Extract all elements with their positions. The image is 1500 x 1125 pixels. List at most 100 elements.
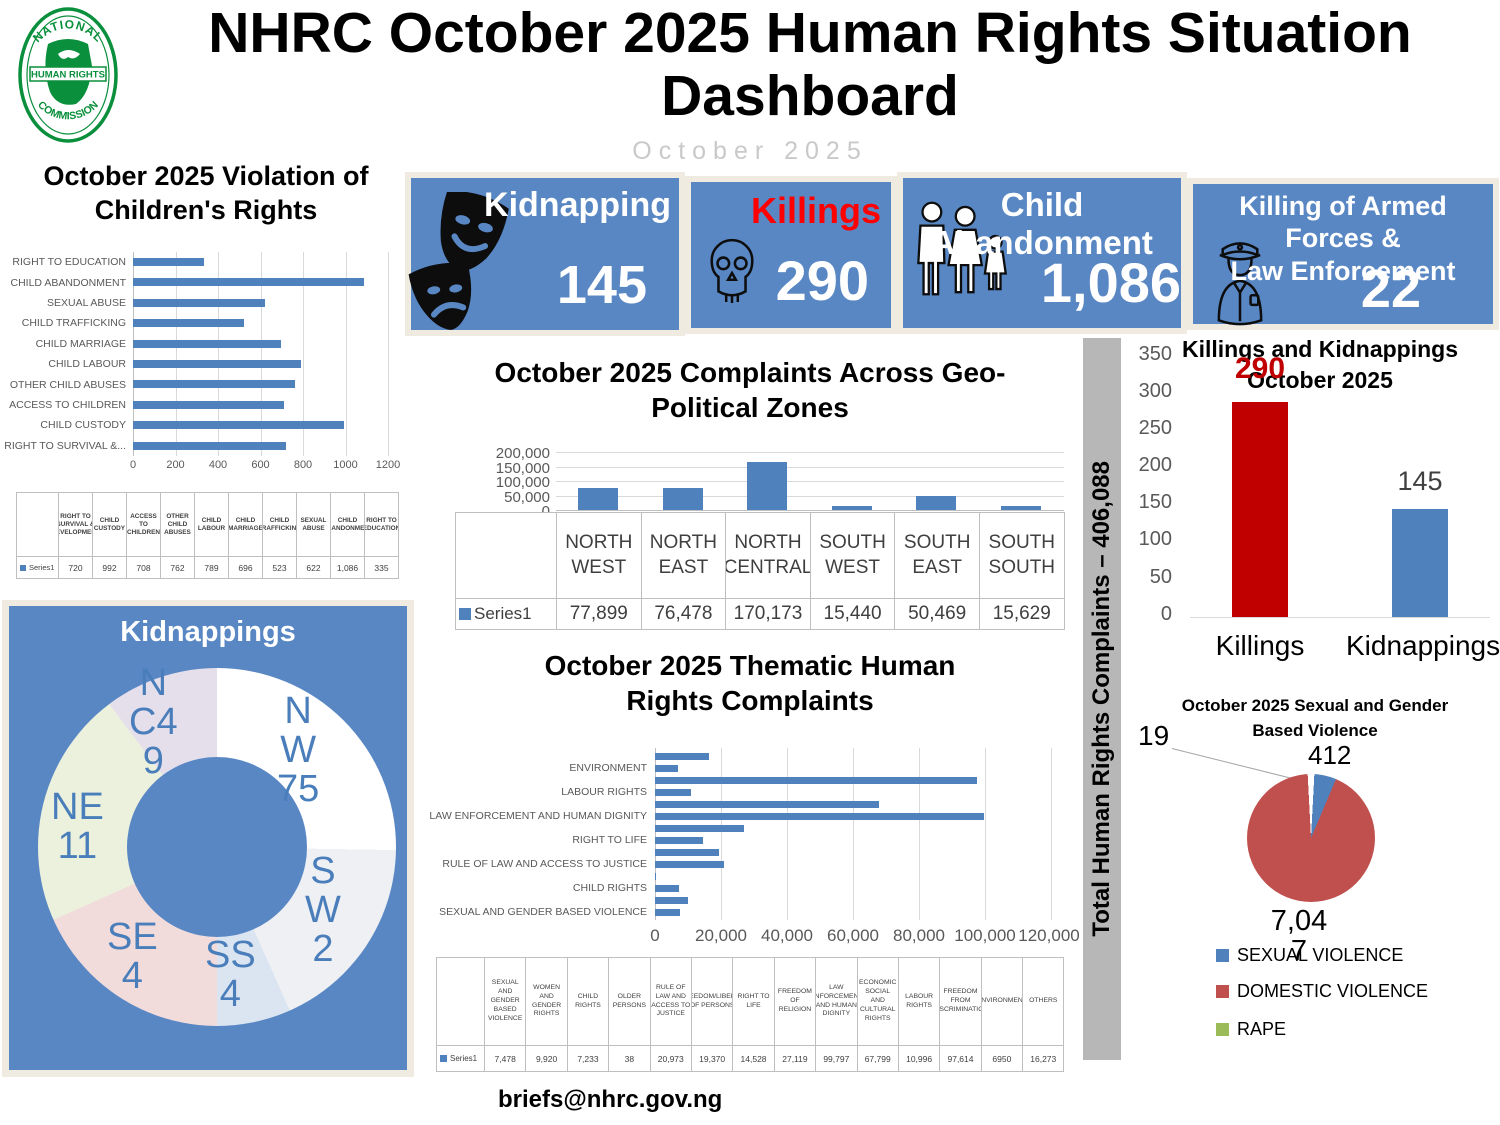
kidnappings-donut-title: Kidnappings — [120, 616, 296, 648]
category-label: OTHER CHILD ABUSES — [9, 378, 126, 391]
bar — [655, 848, 719, 856]
chart-row: CHILD TRAFFICKING — [22, 313, 389, 333]
geo-chart-title: October 2025 Complaints Across Geo- Poli… — [494, 357, 1006, 423]
category-label: CHILD LABOUR — [48, 358, 126, 371]
bar — [133, 359, 301, 368]
card-child-abandonment: Child Abandonment 1,086 — [897, 172, 1187, 334]
card-armed-forces-label: Killing of Armed Forces & Law Enforcemen… — [1230, 191, 1456, 286]
chart-row: OTHER CHILD ABUSES — [10, 374, 389, 394]
geo-chart — [556, 452, 1064, 511]
donut-label-ne: NE 11 — [51, 786, 104, 867]
axis-line — [133, 252, 134, 456]
page-title-line1: NHRC October 2025 Human Rights Situation — [208, 1, 1412, 65]
donut-label-nw: N W 75 — [277, 690, 320, 810]
category-label: CHILD CUSTODY — [40, 419, 126, 432]
bar-north-east — [663, 488, 703, 510]
thematic-chart: ENVIRONMENT LABOUR RIGHTS LAW ENFORCEMEN… — [429, 748, 1052, 920]
total-complaints-bar: Total Human Rights Complaints – 406,088 — [1083, 338, 1121, 1060]
bar-killings — [1232, 401, 1288, 617]
page-title: NHRC October 2025 Human Rights Situation… — [130, 2, 1490, 127]
bar-south-east — [916, 495, 956, 510]
children-chart-title: October 2025 Violation of Children's Rig… — [43, 161, 369, 225]
legend-marker-icon — [1216, 985, 1229, 998]
donut-label-sw: S W 2 — [305, 850, 341, 970]
bar — [133, 298, 266, 307]
category-label: RIGHT TO SURVIVAL &... — [4, 439, 126, 452]
chart-row: ACCESS TO CHILDREN — [9, 395, 389, 415]
kk-chart-title: Killings and Kidnappings October 2025 — [1182, 336, 1458, 394]
bar — [655, 824, 745, 832]
killings-data-label: 290 — [1234, 352, 1286, 385]
nhrc-logo: NATIONAL COMMISSION HUMAN RIGHTS — [18, 6, 118, 144]
chart-row: CHILD MARRIAGE — [36, 334, 389, 354]
bar — [655, 764, 678, 772]
contact-email[interactable]: briefs@nhrc.gov.ng — [498, 1086, 723, 1113]
category-label: CHILD TRAFFICKING — [21, 317, 126, 330]
sexual-violence-data-label: 412 — [1308, 740, 1352, 770]
bar — [655, 908, 680, 916]
geo-chart-y-axis: 200,000 150,000 100,000 50,000 0 — [495, 445, 550, 520]
bar — [655, 800, 879, 808]
bar — [133, 400, 284, 409]
page-title-line2: Dashboard — [661, 63, 959, 128]
bar — [655, 752, 709, 760]
bar — [655, 788, 692, 796]
card-killings-value: 290 — [775, 249, 869, 312]
category-label: CHILD ABANDONMENT — [10, 276, 126, 289]
bar — [133, 258, 205, 266]
card-kidnapping-label: Kidnapping — [484, 186, 671, 224]
kk-category-killings: Killings — [1215, 630, 1305, 661]
card-killings: Killings 290 — [685, 176, 897, 334]
bar — [655, 776, 978, 784]
leader-line — [1171, 748, 1306, 783]
card-kidnapping-value: 145 — [556, 255, 647, 315]
legend-item-rape: RAPE — [1216, 1019, 1286, 1040]
page-subtitle: October 2025 — [632, 137, 868, 165]
series-marker-icon — [20, 564, 26, 571]
card-kidnapping: Kidnapping 145 — [405, 172, 685, 336]
bar — [133, 421, 344, 430]
axis-line — [556, 510, 1064, 511]
logo-banner-text: HUMAN RIGHTS — [31, 70, 105, 81]
kidnappings-panel: Kidnappings N C4 9 N W 75 S W 2 SS 4 SE … — [2, 600, 414, 1077]
chart-row: SEXUAL ABUSE — [47, 293, 389, 313]
kk-category-kidnappings: Kidnappings — [1346, 630, 1500, 661]
card-killings-label: Killings — [750, 190, 881, 231]
series-marker-icon — [440, 1055, 447, 1062]
card-child-abandonment-value: 1,086 — [1040, 251, 1181, 314]
children-data-table: RIGHT TO SURVIVAL & DEVELOPMENT CHILD CU… — [16, 492, 399, 579]
series-legend: Series1 — [456, 599, 557, 630]
geo-data-table: NORTH WEST NORTH EAST NORTH CENTRAL SOUT… — [455, 512, 1065, 630]
rape-data-label: 19 — [1138, 720, 1170, 751]
card-armed-forces-value: 22 — [1360, 259, 1421, 319]
bar-south-west — [832, 505, 872, 510]
skull-icon — [703, 233, 761, 320]
chart-row: RIGHT TO EDUCATION — [12, 252, 389, 272]
family-icon — [909, 198, 1013, 329]
chart-row: CHILD LABOUR — [48, 354, 389, 374]
bar — [133, 339, 282, 348]
domestic-violence-data-label: 7,047 — [1270, 905, 1328, 968]
category-label: RIGHT TO EDUCATION — [12, 256, 126, 269]
bar — [655, 884, 679, 892]
legend-item-sexual-violence: SEXUAL VIOLENCE — [1216, 945, 1403, 966]
bar — [655, 812, 985, 820]
chart-row: CHILD CUSTODY — [40, 415, 389, 435]
bar — [655, 836, 703, 844]
bar — [655, 896, 688, 904]
legend-marker-icon — [1216, 949, 1229, 962]
donut-label-se: SE 4 — [107, 916, 158, 997]
sgbv-pie-chart — [1247, 774, 1375, 902]
logo-eagle-shape — [58, 50, 80, 59]
police-officer-icon — [1209, 228, 1271, 333]
category-label: ACCESS TO CHILDREN — [9, 398, 126, 411]
bar-kidnappings — [1392, 509, 1448, 617]
axis-line — [1190, 617, 1490, 618]
sgbv-pie-title: October 2025 Sexual and Gender Based Vio… — [1181, 696, 1449, 740]
thematic-data-table: SEXUAL AND GENDER BASED VIOLENCE WOMEN A… — [436, 957, 1065, 1072]
total-complaints-text: Total Human Rights Complaints – 406,088 — [1088, 461, 1115, 937]
bar-north-central — [747, 461, 787, 510]
bar — [133, 278, 364, 287]
donut-label-ss: SS 4 — [205, 934, 256, 1015]
bar — [133, 380, 296, 389]
